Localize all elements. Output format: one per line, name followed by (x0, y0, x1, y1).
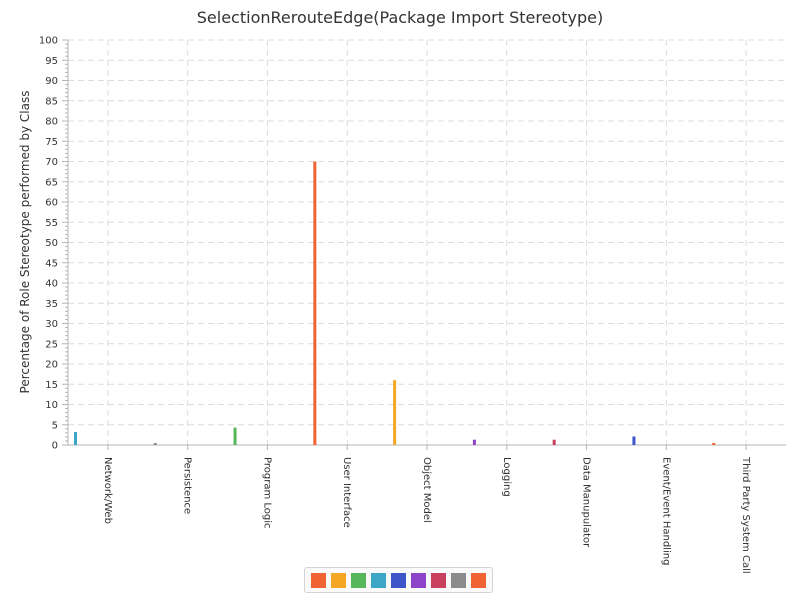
y-tick-label: 95 (45, 56, 58, 67)
x-tick-label: User Interface (341, 457, 352, 528)
y-tick-label: 65 (45, 177, 58, 188)
bar (632, 436, 636, 445)
y-tick-label: 5 (52, 420, 58, 431)
bar (313, 161, 317, 445)
legend-swatch (371, 572, 386, 588)
bar (552, 439, 556, 445)
legend-swatch (331, 572, 346, 588)
legend (304, 567, 493, 593)
bar (74, 432, 77, 445)
y-tick-label: 90 (45, 76, 58, 87)
legend-swatch (471, 572, 486, 588)
x-tick-label: Data Manupulator (581, 457, 592, 548)
y-tick-label: 0 (52, 441, 58, 452)
y-tick-label: 10 (45, 400, 58, 411)
x-tick-label: Logging (501, 457, 512, 497)
axes (62, 39, 786, 450)
y-axis-title: Percentage of Role Stereotype performed … (18, 91, 32, 394)
legend-swatch (431, 572, 446, 588)
y-tick-label: 40 (45, 279, 58, 290)
bar (233, 427, 237, 445)
x-tick-label: Object Model (421, 457, 432, 523)
tick-labels: 0 5 10 15 20 25 30 35 40 45 50 55 60 65 70 75 80 85 90 95 10… (39, 36, 751, 574)
y-tick-label: 100 (39, 36, 58, 47)
y-tick-label: 70 (45, 157, 58, 168)
legend-swatch (311, 572, 326, 588)
y-tick-label: 55 (45, 218, 58, 229)
x-tick-label: Event/Event Handling (660, 457, 671, 565)
bar (393, 380, 397, 445)
y-tick-label: 15 (45, 380, 58, 391)
bar (712, 442, 716, 445)
y-tick-label: 50 (45, 238, 58, 249)
y-tick-label: 80 (45, 117, 58, 128)
legend-swatch (451, 572, 466, 588)
x-tick-label: Program Logic (261, 457, 272, 529)
y-tick-label: 30 (45, 319, 58, 330)
grid-lines (68, 39, 786, 445)
y-tick-label: 75 (45, 137, 58, 148)
x-tick-label: Network/Web (102, 457, 113, 524)
y-tick-label: 25 (45, 339, 58, 350)
y-tick-label: 85 (45, 96, 58, 107)
legend-swatch (411, 572, 426, 588)
y-tick-label: 20 (45, 360, 58, 371)
y-tick-label: 45 (45, 258, 58, 269)
y-tick-label: 60 (45, 198, 58, 209)
x-tick-label: Third Party System Call (740, 456, 751, 574)
bars (74, 161, 716, 445)
bar (472, 439, 476, 445)
x-tick-label: Persistence (182, 457, 193, 514)
chart-title: SelectionRerouteEdge(Package Import Ster… (197, 8, 603, 27)
y-tick-label: 35 (45, 299, 58, 310)
legend-swatch (351, 572, 366, 588)
bar (153, 442, 157, 445)
legend-swatch (391, 572, 406, 588)
